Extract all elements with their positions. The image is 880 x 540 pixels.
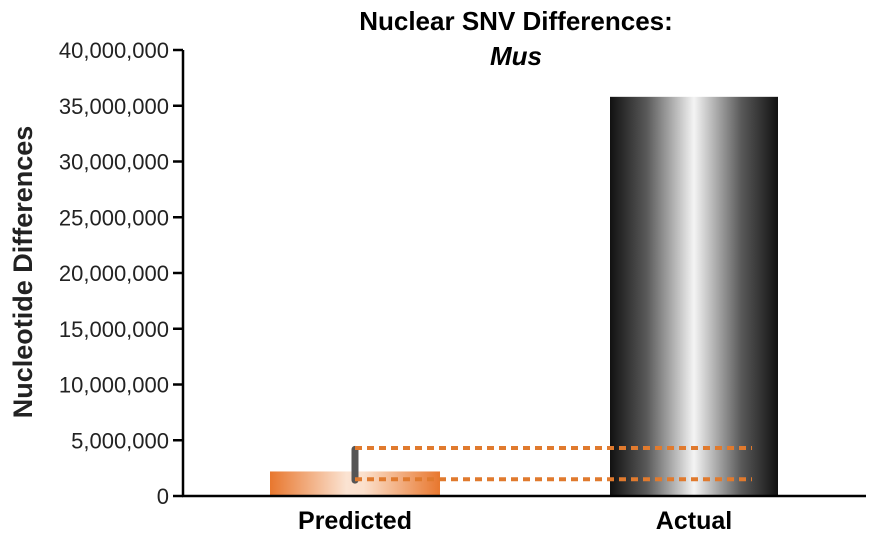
y-tick-label: 30,000,000 — [59, 150, 169, 175]
y-tick-label: 35,000,000 — [59, 94, 169, 119]
bar-actual — [610, 96, 778, 496]
y-axis-label: Nucleotide Differences — [8, 126, 38, 419]
y-tick-label: 0 — [157, 484, 169, 509]
y-tick-label: 5,000,000 — [71, 428, 169, 453]
chart-subtitle: Mus — [490, 41, 542, 71]
x-category-label: Actual — [656, 507, 732, 535]
y-tick-label: 25,000,000 — [59, 205, 169, 230]
y-tick-label: 15,000,000 — [59, 317, 169, 342]
overlay-group — [351, 445, 752, 484]
x-axis-categories: Predicted Actual — [298, 507, 732, 535]
bars-group — [270, 96, 778, 496]
x-category-label: Predicted — [298, 507, 412, 535]
chart-title: Nuclear SNV Differences: — [359, 6, 673, 36]
y-tick-label: 10,000,000 — [59, 373, 169, 398]
y-tick-label: 40,000,000 — [59, 38, 169, 63]
y-tick-label: 20,000,000 — [59, 261, 169, 286]
y-axis-ticks: 0 5,000,000 10,000,000 15,000,000 20,000,000… — [59, 38, 183, 509]
